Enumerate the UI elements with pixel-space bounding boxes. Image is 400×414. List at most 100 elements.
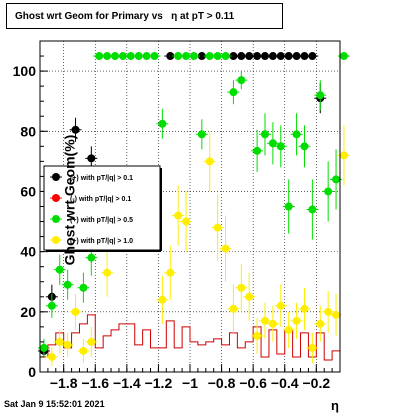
data-point (134, 52, 143, 61)
data-point (237, 76, 246, 85)
data-point (63, 340, 72, 349)
x-tick-label: −1.6 (81, 375, 109, 391)
y-axis-label: Ghost wrt Geom(%) (61, 134, 78, 266)
data-point (261, 130, 269, 139)
data-point (71, 125, 80, 134)
data-point (324, 307, 333, 316)
legend-label: (+) with pT/|q| > 0.5 (70, 217, 133, 224)
legend-label: (-) with pT/|q| > 0.1 (70, 196, 131, 203)
data-point (197, 52, 206, 61)
data-point (268, 319, 277, 328)
legend-marker (52, 173, 60, 181)
data-point (332, 175, 341, 184)
data-point (292, 52, 301, 61)
data-point (245, 52, 254, 61)
legend-box (43, 165, 161, 251)
data-point (213, 52, 222, 61)
x-tick-label: −1.4 (113, 375, 141, 391)
y-tick-label: 60 (20, 183, 36, 199)
data-point (300, 142, 309, 151)
data-point (150, 52, 159, 61)
data-point (221, 244, 230, 253)
data-point (268, 52, 277, 61)
data-point (39, 343, 48, 352)
data-point (308, 343, 317, 352)
data-point (261, 52, 269, 61)
timestamp-footer: Sat Jan 9 15:52:01 2021 (4, 399, 105, 409)
data-point (182, 52, 191, 61)
data-point (166, 52, 175, 61)
data-point (95, 52, 104, 61)
data-point (174, 211, 183, 220)
data-point (229, 88, 238, 97)
x-tick-label: −0.8 (208, 375, 236, 391)
data-point (126, 52, 135, 61)
data-point (292, 316, 301, 325)
data-point (87, 337, 96, 346)
data-point (276, 301, 285, 310)
data-point (229, 304, 238, 313)
data-point (339, 52, 348, 61)
x-tick-label: −0.4 (271, 375, 299, 391)
x-tick-label: −1.8 (50, 375, 78, 391)
data-point (55, 337, 64, 346)
data-point (284, 52, 293, 61)
data-point (166, 268, 175, 277)
data-point (47, 352, 56, 361)
data-point (103, 52, 112, 61)
data-point (87, 253, 96, 262)
x-axis-label: η (331, 398, 339, 413)
data-point (284, 325, 293, 334)
series-3 (45, 125, 350, 366)
data-point (245, 292, 254, 301)
x-tick-label: −0.6 (239, 375, 267, 391)
data-point (158, 119, 167, 128)
data-point (292, 130, 301, 139)
legend-marker (52, 236, 60, 244)
data-point (63, 280, 72, 289)
data-point (237, 283, 246, 292)
data-point (103, 268, 112, 277)
data-point (213, 223, 222, 232)
legend-label: (+) with pT/|q| > 0.1 (70, 175, 133, 182)
data-point (205, 52, 214, 61)
legend-marker (52, 215, 60, 223)
y-tick-label: 100 (13, 63, 37, 79)
data-point (339, 151, 348, 160)
y-tick-label: 0 (28, 364, 36, 380)
data-point (324, 187, 333, 196)
data-point (87, 154, 96, 163)
data-point (142, 52, 151, 61)
data-point (79, 283, 88, 292)
data-point (71, 307, 80, 316)
data-point (118, 52, 127, 61)
data-point (253, 331, 262, 340)
data-point (268, 139, 277, 148)
data-point (205, 157, 214, 166)
data-point (221, 52, 230, 61)
y-tick-label: 20 (20, 304, 36, 320)
data-point (237, 52, 246, 61)
data-point (55, 265, 64, 274)
data-point (308, 205, 317, 214)
data-point (261, 316, 269, 325)
data-point (316, 319, 325, 328)
data-point (276, 52, 285, 61)
data-point (284, 202, 293, 211)
x-tick-label: −1.2 (145, 375, 173, 391)
data-point (229, 52, 238, 61)
data-point (189, 52, 198, 61)
y-tick-label: 80 (20, 123, 36, 139)
data-point (47, 301, 56, 310)
data-point (300, 52, 309, 61)
legend: (+) with pT/|q| > 0.1 (-) with pT/|q| > 0… (43, 165, 162, 252)
data-point (158, 295, 167, 304)
x-tick-label: −1 (182, 375, 198, 391)
data-point (332, 310, 341, 319)
data-point (111, 52, 119, 61)
y-tick-label: 40 (20, 244, 36, 260)
data-point (276, 142, 285, 151)
data-point (253, 146, 262, 155)
data-point (174, 52, 183, 61)
